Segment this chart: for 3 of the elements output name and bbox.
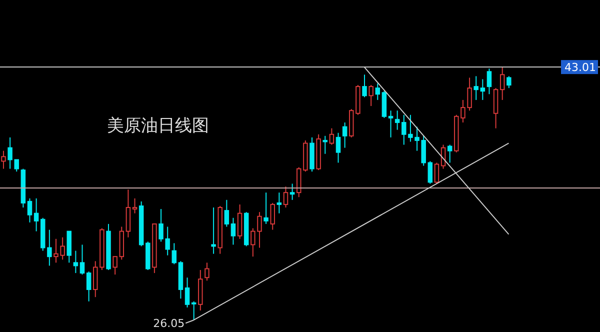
annotation: 26.05 <box>153 317 185 330</box>
text: 美原油日线图 <box>107 115 209 137</box>
text: 43.01 <box>564 61 596 74</box>
